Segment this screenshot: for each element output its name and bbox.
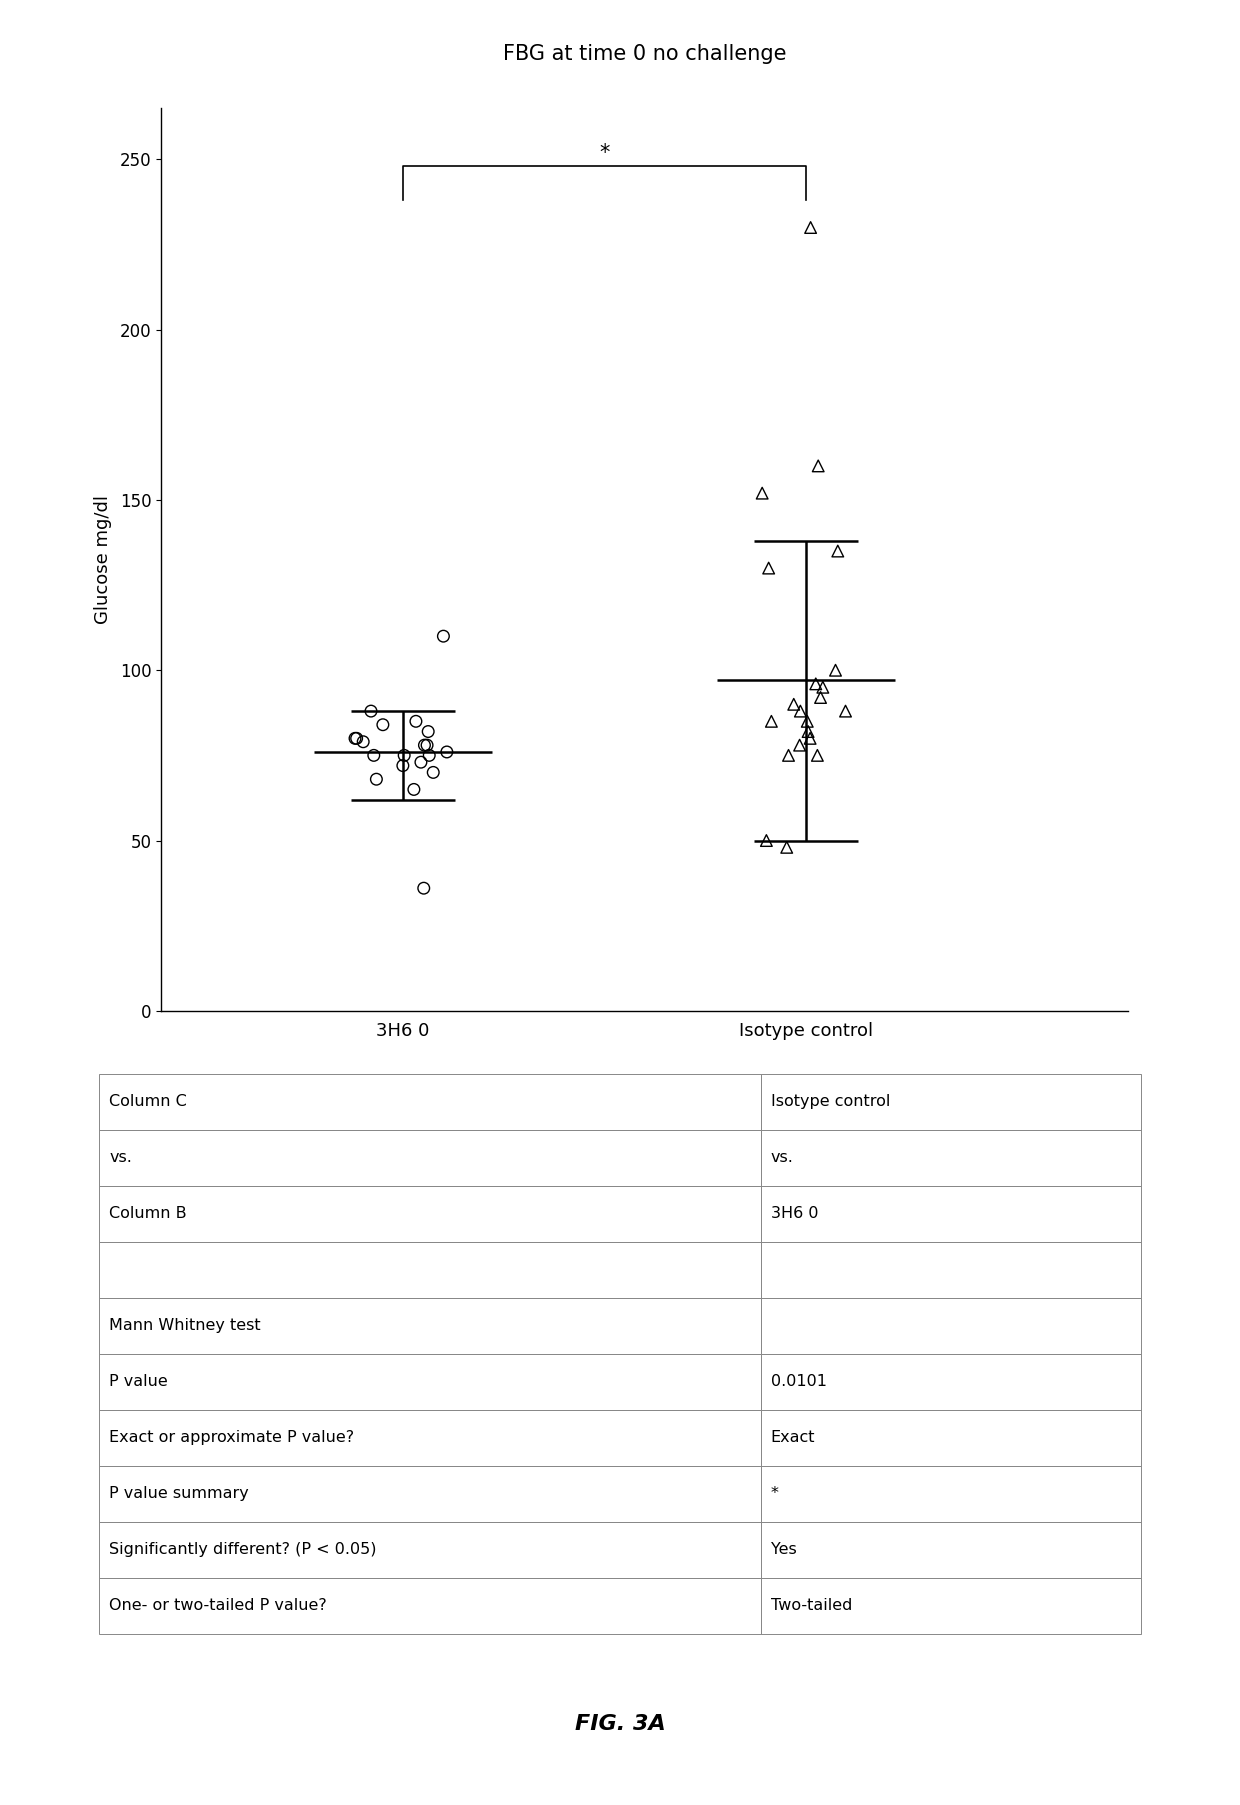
Point <box>434 621 454 650</box>
Point <box>394 740 414 769</box>
Text: Mann Whitney test: Mann Whitney test <box>109 1318 260 1334</box>
Point <box>393 751 413 780</box>
Point <box>363 740 383 769</box>
Point <box>404 774 424 803</box>
Point <box>776 832 796 861</box>
Text: FIG. 3A: FIG. 3A <box>574 1713 666 1735</box>
Point <box>790 731 810 760</box>
Point <box>410 747 430 776</box>
Text: vs.: vs. <box>109 1150 131 1166</box>
Point <box>828 536 848 565</box>
Point <box>753 478 773 507</box>
Point <box>423 758 443 787</box>
Point <box>347 724 367 753</box>
Text: Exact or approximate P value?: Exact or approximate P value? <box>109 1430 355 1446</box>
Text: One- or two-tailed P value?: One- or two-tailed P value? <box>109 1597 327 1614</box>
Point <box>779 740 799 769</box>
Text: *: * <box>599 143 610 162</box>
Point <box>806 670 826 699</box>
Point <box>797 708 817 736</box>
Text: Isotype control: Isotype control <box>770 1094 890 1110</box>
Point <box>813 673 833 702</box>
Point <box>414 874 434 902</box>
Text: vs.: vs. <box>770 1150 794 1166</box>
Point <box>373 711 393 740</box>
Text: Column C: Column C <box>109 1094 187 1110</box>
Point <box>808 451 828 480</box>
Point <box>417 731 436 760</box>
Point <box>414 731 434 760</box>
Point <box>418 717 438 745</box>
Point <box>807 740 827 769</box>
Point <box>405 708 425 736</box>
Point <box>353 727 373 756</box>
Point <box>759 554 779 583</box>
Text: *: * <box>770 1486 779 1502</box>
Text: Exact: Exact <box>770 1430 815 1446</box>
Point <box>836 697 856 726</box>
Point <box>811 682 831 711</box>
Point <box>345 724 365 753</box>
Point <box>800 724 820 753</box>
Title: FBG at time 0 no challenge: FBG at time 0 no challenge <box>503 43 786 63</box>
Point <box>799 717 818 745</box>
Point <box>367 765 387 794</box>
Text: Significantly different? (P < 0.05): Significantly different? (P < 0.05) <box>109 1541 377 1558</box>
Point <box>826 655 846 684</box>
Point <box>361 697 381 726</box>
Point <box>784 690 804 718</box>
Point <box>790 697 810 726</box>
Text: Two-tailed: Two-tailed <box>770 1597 852 1614</box>
Text: P value: P value <box>109 1374 167 1390</box>
Text: 0.0101: 0.0101 <box>770 1374 827 1390</box>
Point <box>761 708 781 736</box>
Text: 3H6 0: 3H6 0 <box>770 1206 818 1222</box>
Text: Yes: Yes <box>770 1541 796 1558</box>
Point <box>756 827 776 856</box>
Y-axis label: Glucose mg/dl: Glucose mg/dl <box>93 495 112 625</box>
Point <box>801 213 821 242</box>
Text: P value summary: P value summary <box>109 1486 249 1502</box>
Point <box>419 740 439 769</box>
Point <box>436 738 456 767</box>
Text: Column B: Column B <box>109 1206 187 1222</box>
